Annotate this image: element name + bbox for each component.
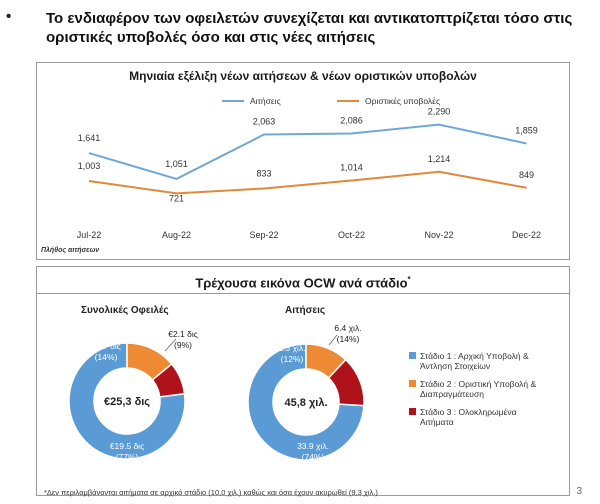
applications-slice-label-1: 33.9 χιλ. xyxy=(297,441,329,451)
donut-panel: Τρέχουσα εικόνα OCW ανά στάδιο* Συνολικέ… xyxy=(36,266,570,496)
legend-stage-3-line1: Στάδιο 3 : Ολοκληρωμένα xyxy=(420,407,517,417)
data-label-s1-2: 1,051 xyxy=(165,159,188,169)
data-label-s2-5: 1,214 xyxy=(428,154,451,164)
legend-stage-3-line2: Αιτήματα xyxy=(420,417,454,427)
debts-leader-line xyxy=(164,338,177,352)
legend-label-2: Οριστικές υποβολές xyxy=(365,96,440,106)
data-label-s1-1: 1,641 xyxy=(78,133,101,143)
data-label-s1-6: 1,859 xyxy=(515,125,538,135)
applications-slice-label-2: 5.5 χιλ. xyxy=(278,343,305,353)
applications-center-label: 45,8 χιλ. xyxy=(284,397,327,409)
applications-slice-pct-2: (12%) xyxy=(281,354,304,364)
axis-note: Πλήθος αιτήσεων xyxy=(41,246,99,254)
headline-bullet: • xyxy=(6,8,12,25)
applications-slice-pct-3: (14%) xyxy=(337,334,360,344)
debts-center-label: €25,3 δις xyxy=(104,396,150,408)
legend-label-1: Αιτήσεις xyxy=(250,96,281,106)
legend-stage-1-line1: Στάδιο 1 : Αρχική Υποβολή & xyxy=(420,351,529,361)
applications-leader-line xyxy=(328,334,338,346)
series-line-1 xyxy=(88,123,527,180)
data-label-s2-3: 833 xyxy=(256,168,271,178)
debts-slice-pct-3: (9%) xyxy=(174,340,192,350)
applications-slice-label-3: 6.4 χιλ. xyxy=(334,323,361,333)
data-label-s2-6: 849 xyxy=(519,170,534,180)
legend-stage-1-line2: Άντληση Στοιχείων xyxy=(420,361,491,371)
donut-debts-title: Συνολικές Οφειλές xyxy=(81,305,169,316)
page-number: 3 xyxy=(576,486,582,497)
line-chart-panel: Μηνιαία εξέλιξη νέων αιτήσεων & νέων ορι… xyxy=(36,62,570,260)
data-label-s1-3: 2,063 xyxy=(253,117,276,127)
debts-slice-label-1: €19.5 δις xyxy=(110,441,144,451)
series-line-2 xyxy=(88,170,527,195)
data-label-s2-4: 1,014 xyxy=(340,163,363,173)
x-tick-label-3: Sep-22 xyxy=(249,230,278,240)
legend-stage-3: Στάδιο 3 : Ολοκληρωμένα Αιτήματα xyxy=(409,407,517,427)
x-tick-label-6: Dec-22 xyxy=(512,230,541,240)
debts-slice-pct-1: (77%) xyxy=(116,452,139,462)
data-label-s2-1: 1,003 xyxy=(78,161,101,171)
line-chart: Αιτήσεις Οριστικές υποβολές 1,641 1,051 2,06… xyxy=(41,96,541,254)
x-tick-label-1: Jul-22 xyxy=(77,230,102,240)
legend-stage-2-line1: Στάδιο 2 : Οριστική Υποβολή & xyxy=(420,379,537,389)
x-tick-label-2: Aug-22 xyxy=(162,230,191,240)
data-label-s2-2: 721 xyxy=(169,193,184,203)
debts-slice-label-2: €3.7 δις xyxy=(91,341,121,351)
legend-stage-2-swatch xyxy=(409,380,416,387)
donut-panel-title: Τρέχουσα εικόνα OCW ανά στάδιο* xyxy=(37,275,569,290)
donut-panel-title-mark: * xyxy=(407,275,411,284)
donut-charts: €25,3 δις€19.5 δις(77%)€3.7 δις(14%)€2.1… xyxy=(68,323,365,462)
x-tick-label-4: Oct-22 xyxy=(338,230,365,240)
debts-slice-label-3: €2.1 δις xyxy=(168,329,198,339)
footnote: *Δεν περιλαμβάνονται αιτήματα σε αρχικό … xyxy=(44,488,378,497)
donut-applications-title: Αιτήσεις xyxy=(285,305,326,316)
legend-stage-1: Στάδιο 1 : Αρχική Υποβολή & Άντληση Στοι… xyxy=(409,351,529,371)
page-headline: Το ενδιαφέρον των οφειλετών συνεχίζεται … xyxy=(46,10,573,46)
debts-slice-pct-2: (14%) xyxy=(95,352,118,362)
data-label-s1-4: 2,086 xyxy=(340,116,363,126)
legend-stage-2: Στάδιο 2 : Οριστική Υποβολή & Διαπραγμάτ… xyxy=(409,379,536,399)
legend-stage-1-swatch xyxy=(409,352,416,359)
applications-slice-stage-3 xyxy=(327,358,365,407)
applications-slice-stage-1 xyxy=(247,343,365,461)
data-label-s1-5: 2,290 xyxy=(428,107,451,117)
x-tick-label-5: Nov-22 xyxy=(424,230,453,240)
line-chart-title: Μηνιαία εξέλιξη νέων αιτήσεων & νέων ορι… xyxy=(129,69,477,83)
debts-slice-stage-1 xyxy=(68,342,186,460)
debts-slice-stage-3 xyxy=(151,362,186,398)
applications-slice-pct-1: (74%) xyxy=(302,452,325,462)
legend-stage-2-line2: Διαπραγμάτευση xyxy=(420,389,484,399)
donut-panel-title-text: Τρέχουσα εικόνα OCW ανά στάδιο xyxy=(195,275,408,291)
panel-divider xyxy=(37,293,569,294)
legend-stage-3-swatch xyxy=(409,408,416,415)
